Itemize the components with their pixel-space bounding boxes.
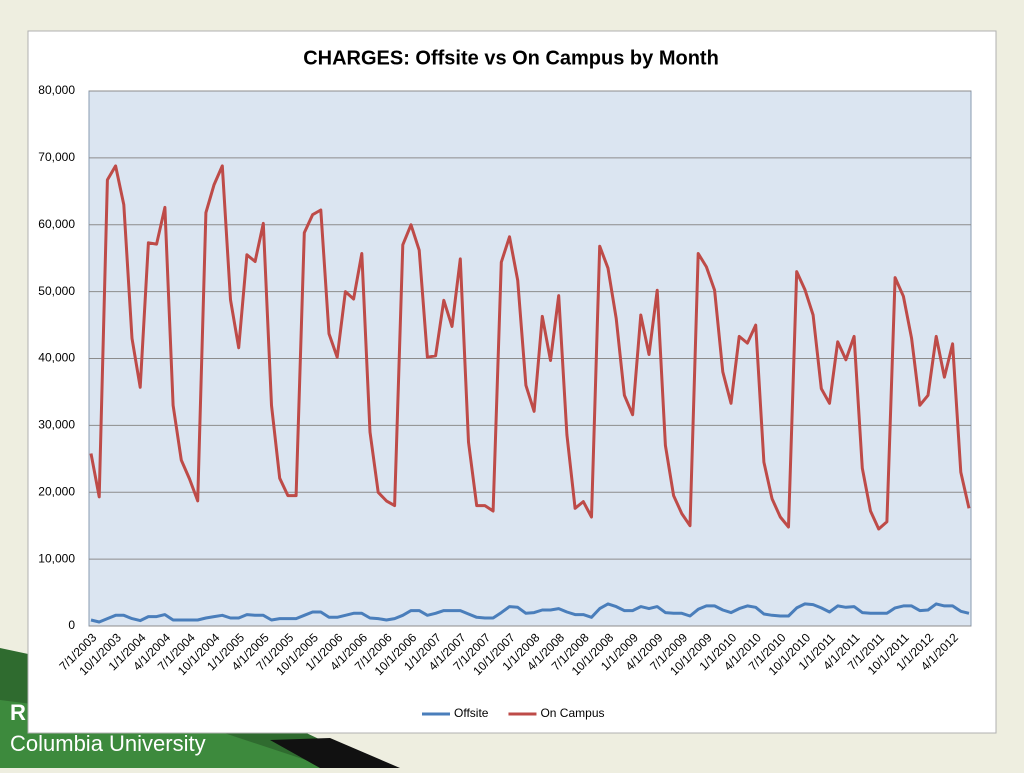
series-line — [89, 164, 971, 531]
legend-label: On Campus — [540, 706, 604, 720]
grid: 0 10,000 20,000 30,000 40,000 50,000 60,000 70,… — [38, 83, 971, 632]
y-tick-label: 20,000 — [38, 484, 75, 498]
y-tick-label: 70,000 — [38, 150, 75, 164]
lines — [89, 164, 971, 624]
y-tick-label: 0 — [68, 618, 75, 632]
footer-text: R — [10, 700, 26, 725]
legend: Offsite On Campus — [422, 706, 605, 720]
y-tick-label: 30,000 — [38, 418, 75, 432]
y-tick-label: 50,000 — [38, 284, 75, 298]
y-tick-label: 10,000 — [38, 551, 75, 565]
y-tick-label: 40,000 — [38, 351, 75, 365]
footer-text: Columbia University — [10, 731, 206, 756]
legend-label: Offsite — [454, 706, 489, 720]
chart-title: CHARGES: Offsite vs On Campus by Month — [303, 47, 719, 69]
y-tick-label: 80,000 — [38, 83, 75, 97]
series-line — [90, 602, 970, 624]
black-stripe — [270, 738, 400, 768]
y-tick-label: 60,000 — [38, 217, 75, 231]
